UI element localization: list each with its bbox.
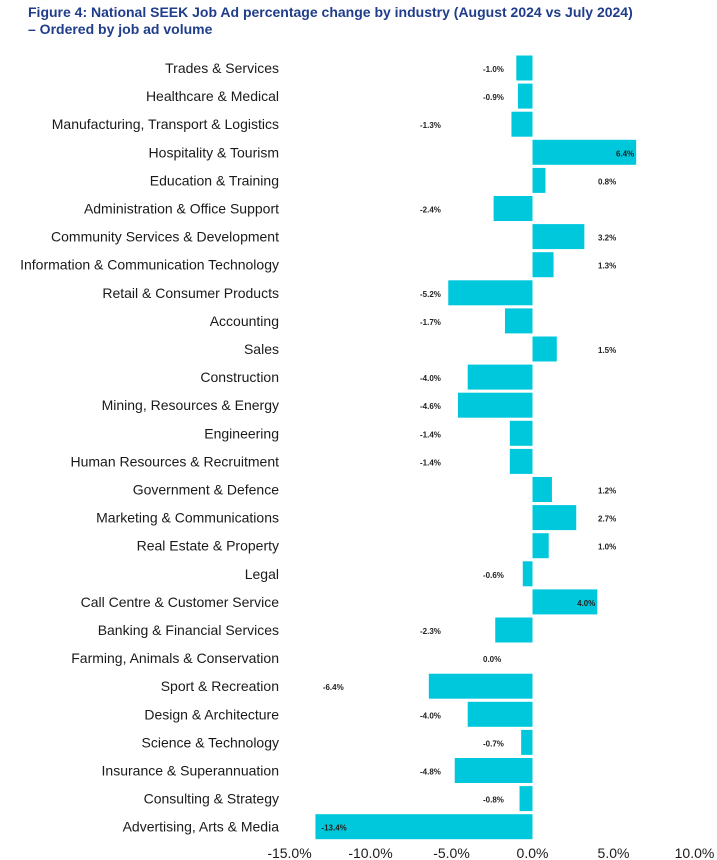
data-label: -0.7%: [483, 739, 504, 748]
data-label: -1.0%: [483, 65, 504, 74]
category-label: Advertising, Arts & Media: [123, 819, 280, 835]
chart-title: Figure 4: National SEEK Job Ad percentag…: [28, 4, 708, 38]
bar: [493, 196, 533, 221]
data-label: -0.9%: [483, 93, 504, 102]
data-label: 0.8%: [598, 177, 616, 186]
data-label: -5.2%: [420, 290, 441, 299]
bar: [522, 561, 533, 587]
category-label: Legal: [245, 566, 279, 582]
category-label: Insurance & Superannuation: [102, 763, 279, 779]
category-label: Science & Technology: [142, 734, 280, 750]
x-tick-label: -10.0%: [348, 845, 392, 860]
data-label: 4.0%: [577, 599, 595, 608]
data-label: 1.3%: [598, 262, 616, 271]
bar: [467, 364, 533, 390]
x-tick-label: 5.0%: [598, 845, 630, 860]
bar: [517, 83, 533, 109]
category-label: Trades & Services: [165, 60, 279, 76]
category-label: Engineering: [204, 425, 279, 441]
bar: [532, 139, 637, 165]
bar: [532, 336, 557, 362]
category-label: Real Estate & Property: [137, 538, 279, 554]
bar: [532, 477, 552, 502]
data-label: -0.8%: [483, 796, 504, 805]
data-label: -2.4%: [420, 206, 441, 215]
category-label: Accounting: [210, 313, 279, 329]
category-label: Sport & Recreation: [161, 678, 279, 694]
bar: [521, 729, 533, 755]
bar: [428, 673, 533, 699]
category-label: Construction: [200, 369, 279, 385]
data-label: 1.0%: [598, 543, 616, 552]
category-label: Farming, Animals & Conservation: [71, 650, 279, 666]
data-label: -1.4%: [420, 430, 441, 439]
data-label: 1.2%: [598, 487, 616, 496]
data-label: -4.6%: [420, 402, 441, 411]
bar: [467, 701, 533, 727]
bar: [532, 224, 585, 250]
data-label: -6.4%: [323, 683, 344, 692]
data-label: 3.2%: [598, 234, 616, 243]
category-label: Community Services & Development: [51, 229, 279, 245]
bar: [495, 617, 533, 643]
chart-title-line-1: Figure 4: National SEEK Job Ad percentag…: [28, 4, 633, 20]
category-label: Healthcare & Medical: [146, 88, 279, 104]
bar: [532, 533, 549, 559]
bar: [532, 505, 577, 531]
data-label: 2.7%: [598, 515, 616, 524]
data-label: -2.3%: [420, 627, 441, 636]
category-label: Manufacturing, Transport & Logistics: [52, 116, 279, 132]
category-label: Information & Communication Technology: [20, 257, 279, 273]
category-label: Human Resources & Recruitment: [70, 453, 279, 469]
category-label: Government & Defence: [133, 482, 280, 498]
data-label: 0.0%: [483, 655, 501, 664]
category-label: Administration & Office Support: [84, 201, 279, 217]
bar: [509, 448, 533, 474]
bar: [448, 280, 533, 306]
category-label: Sales: [244, 341, 279, 357]
bar: [532, 167, 546, 193]
data-label: -13.4%: [321, 824, 346, 833]
bar: [516, 55, 533, 81]
category-label: Hospitality & Tourism: [149, 144, 279, 160]
bar: [504, 308, 533, 334]
chart-title-line-2: – Ordered by job ad volume: [28, 21, 213, 37]
x-tick-label: -5.0%: [433, 845, 470, 860]
bar: [532, 589, 598, 615]
data-label: -4.0%: [420, 374, 441, 383]
data-label: -0.6%: [483, 571, 504, 580]
data-label: -4.0%: [420, 711, 441, 720]
data-label: -1.4%: [420, 458, 441, 467]
bar: [454, 758, 533, 783]
x-tick-label: 10.0%: [675, 845, 715, 860]
data-label: -1.7%: [420, 318, 441, 327]
category-label: Retail & Consumer Products: [102, 285, 279, 301]
category-label: Education & Training: [150, 172, 279, 188]
x-tick-label: 0.0%: [517, 845, 549, 860]
bar: [509, 420, 533, 446]
data-label: 6.4%: [616, 149, 634, 158]
category-label: Mining, Resources & Energy: [102, 397, 279, 413]
data-label: -4.8%: [420, 768, 441, 777]
bar: [519, 786, 533, 812]
category-label: Marketing & Communications: [96, 510, 279, 526]
bar: [511, 111, 533, 137]
category-label: Call Centre & Customer Service: [81, 594, 280, 610]
bar: [315, 814, 533, 840]
bar: [532, 252, 554, 278]
data-label: -1.3%: [420, 121, 441, 130]
x-tick-label: -15.0%: [267, 845, 311, 860]
category-label: Design & Architecture: [144, 706, 279, 722]
category-label: Banking & Financial Services: [98, 622, 279, 638]
data-label: 1.5%: [598, 346, 616, 355]
bar: [457, 392, 533, 418]
category-label: Consulting & Strategy: [144, 791, 279, 807]
